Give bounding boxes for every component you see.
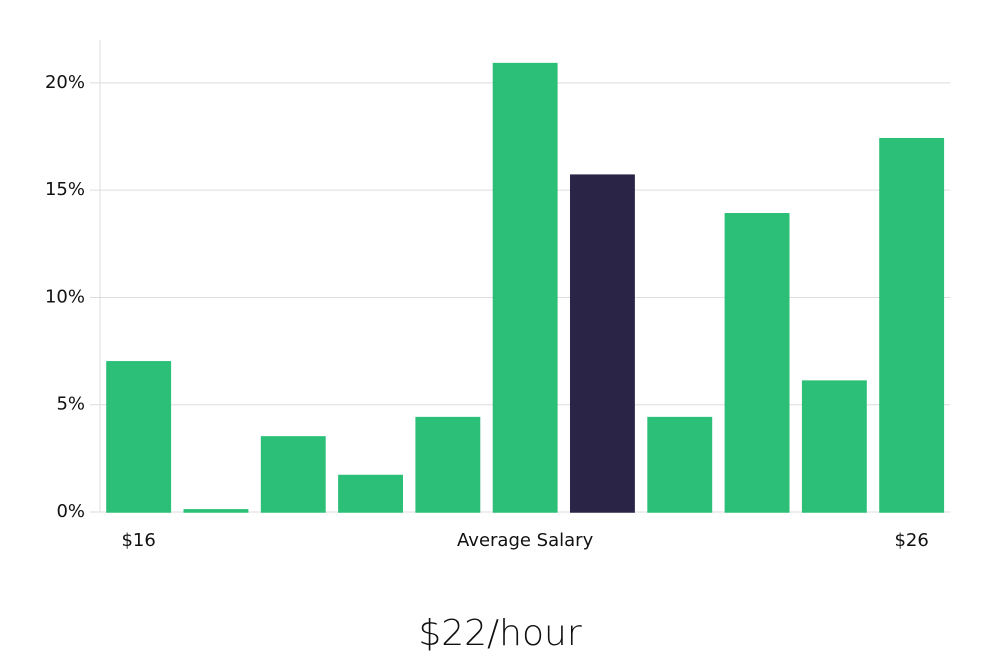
bar: [415, 416, 481, 513]
x-tick-label: $26: [894, 530, 928, 551]
bar: [647, 416, 713, 513]
bar: [724, 213, 790, 513]
bar: [879, 137, 945, 513]
x-tick-label: Average Salary: [457, 530, 594, 551]
bar: [338, 474, 403, 513]
y-tick-label: 5%: [56, 394, 85, 415]
bar: [570, 174, 635, 513]
y-tick-label: 10%: [45, 286, 85, 307]
x-tick-label: $16: [121, 530, 155, 551]
y-tick-label: 0%: [56, 501, 85, 522]
caption: $22/hour: [418, 613, 582, 654]
bar: [106, 361, 172, 513]
bar: [260, 436, 326, 513]
bar: [801, 380, 867, 513]
y-tick-label: 15%: [45, 179, 85, 200]
y-tick-label: 20%: [45, 72, 85, 93]
bar: [183, 509, 249, 513]
bar: [492, 62, 558, 513]
